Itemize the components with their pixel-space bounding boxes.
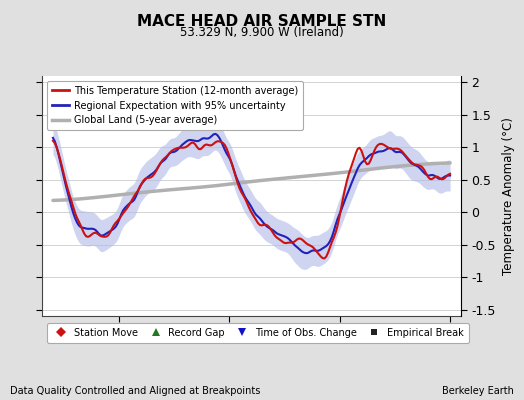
Legend: Station Move, Record Gap, Time of Obs. Change, Empirical Break: Station Move, Record Gap, Time of Obs. C… [47,323,468,342]
Text: 53.329 N, 9.900 W (Ireland): 53.329 N, 9.900 W (Ireland) [180,26,344,39]
Text: Berkeley Earth: Berkeley Earth [442,386,514,396]
Text: Data Quality Controlled and Aligned at Breakpoints: Data Quality Controlled and Aligned at B… [10,386,261,396]
Y-axis label: Temperature Anomaly (°C): Temperature Anomaly (°C) [501,117,515,275]
Text: MACE HEAD AIR SAMPLE STN: MACE HEAD AIR SAMPLE STN [137,14,387,29]
Legend: This Temperature Station (12-month average), Regional Expectation with 95% uncer: This Temperature Station (12-month avera… [47,81,303,130]
